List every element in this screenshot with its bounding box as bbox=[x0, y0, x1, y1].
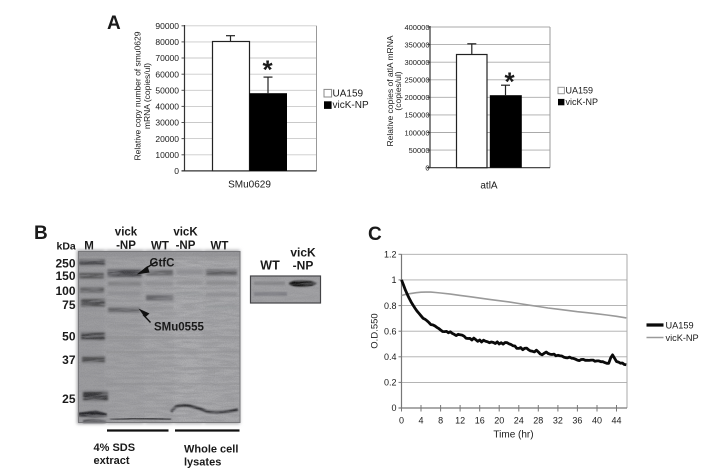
svg-text:25: 25 bbox=[62, 392, 76, 406]
svg-text:Whole cell: Whole cell bbox=[184, 444, 238, 456]
svg-text:0.4: 0.4 bbox=[384, 352, 397, 362]
svg-text:WT: WT bbox=[260, 259, 280, 273]
svg-text:extract: extract bbox=[94, 455, 130, 467]
svg-text:50: 50 bbox=[62, 330, 76, 344]
svg-text:0.8: 0.8 bbox=[384, 301, 397, 311]
svg-text:-NP: -NP bbox=[293, 259, 314, 273]
svg-text:WT: WT bbox=[151, 241, 169, 253]
svg-text:vicK: vicK bbox=[290, 246, 316, 260]
svg-text:UA159: UA159 bbox=[333, 88, 364, 99]
svg-text:mRNA (copies/ul): mRNA (copies/ul) bbox=[142, 63, 152, 129]
svg-text:12: 12 bbox=[455, 416, 465, 426]
svg-text:0: 0 bbox=[425, 164, 429, 173]
svg-text:350000: 350000 bbox=[404, 40, 429, 49]
svg-text:4% SDS: 4% SDS bbox=[94, 442, 136, 454]
svg-text:250: 250 bbox=[55, 256, 75, 270]
svg-text:150: 150 bbox=[55, 269, 75, 283]
svg-text:UA159: UA159 bbox=[566, 85, 594, 95]
svg-text:0: 0 bbox=[399, 416, 404, 426]
svg-text:75: 75 bbox=[62, 298, 76, 312]
svg-text:B: B bbox=[34, 223, 48, 244]
svg-text:60000: 60000 bbox=[155, 69, 179, 79]
svg-text:atlA: atlA bbox=[480, 181, 498, 192]
svg-text:32: 32 bbox=[553, 416, 563, 426]
svg-text:1.2: 1.2 bbox=[384, 250, 397, 260]
svg-text:4: 4 bbox=[418, 416, 423, 426]
svg-text:vicK-NP: vicK-NP bbox=[666, 333, 699, 343]
svg-text:vicK: vicK bbox=[173, 227, 198, 239]
svg-text:O.D.550: O.D.550 bbox=[370, 313, 381, 348]
svg-text:SMu0629: SMu0629 bbox=[228, 180, 271, 191]
svg-text:C: C bbox=[368, 224, 382, 245]
svg-text:(copies/ul): (copies/ul) bbox=[393, 71, 403, 110]
svg-text:100000: 100000 bbox=[404, 128, 429, 137]
svg-text:lysates: lysates bbox=[184, 457, 221, 469]
svg-text:36: 36 bbox=[572, 416, 582, 426]
svg-text:SMu0555: SMu0555 bbox=[154, 322, 204, 334]
svg-text:250000: 250000 bbox=[404, 76, 429, 85]
svg-text:-NP: -NP bbox=[176, 240, 196, 252]
svg-text:50000: 50000 bbox=[409, 146, 430, 155]
svg-text:0: 0 bbox=[391, 403, 396, 413]
svg-text:A: A bbox=[107, 13, 121, 34]
svg-text:kDa: kDa bbox=[57, 241, 76, 253]
svg-text:WT: WT bbox=[211, 241, 229, 253]
svg-text:40000: 40000 bbox=[155, 102, 179, 112]
svg-text:20000: 20000 bbox=[155, 134, 179, 144]
svg-text:28: 28 bbox=[533, 416, 543, 426]
svg-text:GtfC: GtfC bbox=[150, 258, 175, 270]
svg-text:0: 0 bbox=[174, 166, 179, 176]
svg-text:400000: 400000 bbox=[404, 23, 429, 32]
svg-text:M: M bbox=[84, 241, 94, 253]
svg-text:*: * bbox=[504, 67, 515, 97]
svg-text:8: 8 bbox=[438, 416, 443, 426]
svg-text:0.6: 0.6 bbox=[384, 326, 397, 336]
svg-text:24: 24 bbox=[514, 416, 524, 426]
svg-text:10000: 10000 bbox=[155, 150, 179, 160]
svg-text:1: 1 bbox=[391, 275, 396, 285]
svg-text:20: 20 bbox=[494, 416, 504, 426]
svg-text:vick: vick bbox=[115, 227, 138, 239]
svg-text:16: 16 bbox=[475, 416, 485, 426]
svg-text:*: * bbox=[262, 55, 273, 85]
svg-text:vicK-NP: vicK-NP bbox=[566, 97, 599, 107]
svg-text:Time (hr): Time (hr) bbox=[493, 430, 533, 441]
svg-text:40: 40 bbox=[592, 416, 602, 426]
svg-text:150000: 150000 bbox=[404, 111, 429, 120]
svg-text:90000: 90000 bbox=[155, 21, 179, 31]
svg-text:200000: 200000 bbox=[404, 93, 429, 102]
svg-text:44: 44 bbox=[611, 416, 621, 426]
svg-text:Relative copies of atlA mRNA: Relative copies of atlA mRNA bbox=[385, 35, 395, 146]
svg-text:50000: 50000 bbox=[155, 86, 179, 96]
svg-text:100: 100 bbox=[55, 284, 75, 298]
svg-text:-NP: -NP bbox=[116, 240, 136, 252]
svg-text:Relative copy number of smu062: Relative copy number of smu0629 bbox=[133, 31, 143, 160]
svg-text:70000: 70000 bbox=[155, 53, 179, 63]
svg-text:0.2: 0.2 bbox=[384, 378, 397, 388]
svg-text:80000: 80000 bbox=[155, 37, 179, 47]
svg-text:37: 37 bbox=[62, 353, 76, 367]
svg-text:30000: 30000 bbox=[155, 118, 179, 128]
svg-text:UA159: UA159 bbox=[666, 321, 694, 331]
svg-text:vicK-NP: vicK-NP bbox=[333, 100, 369, 111]
svg-text:300000: 300000 bbox=[404, 58, 429, 67]
